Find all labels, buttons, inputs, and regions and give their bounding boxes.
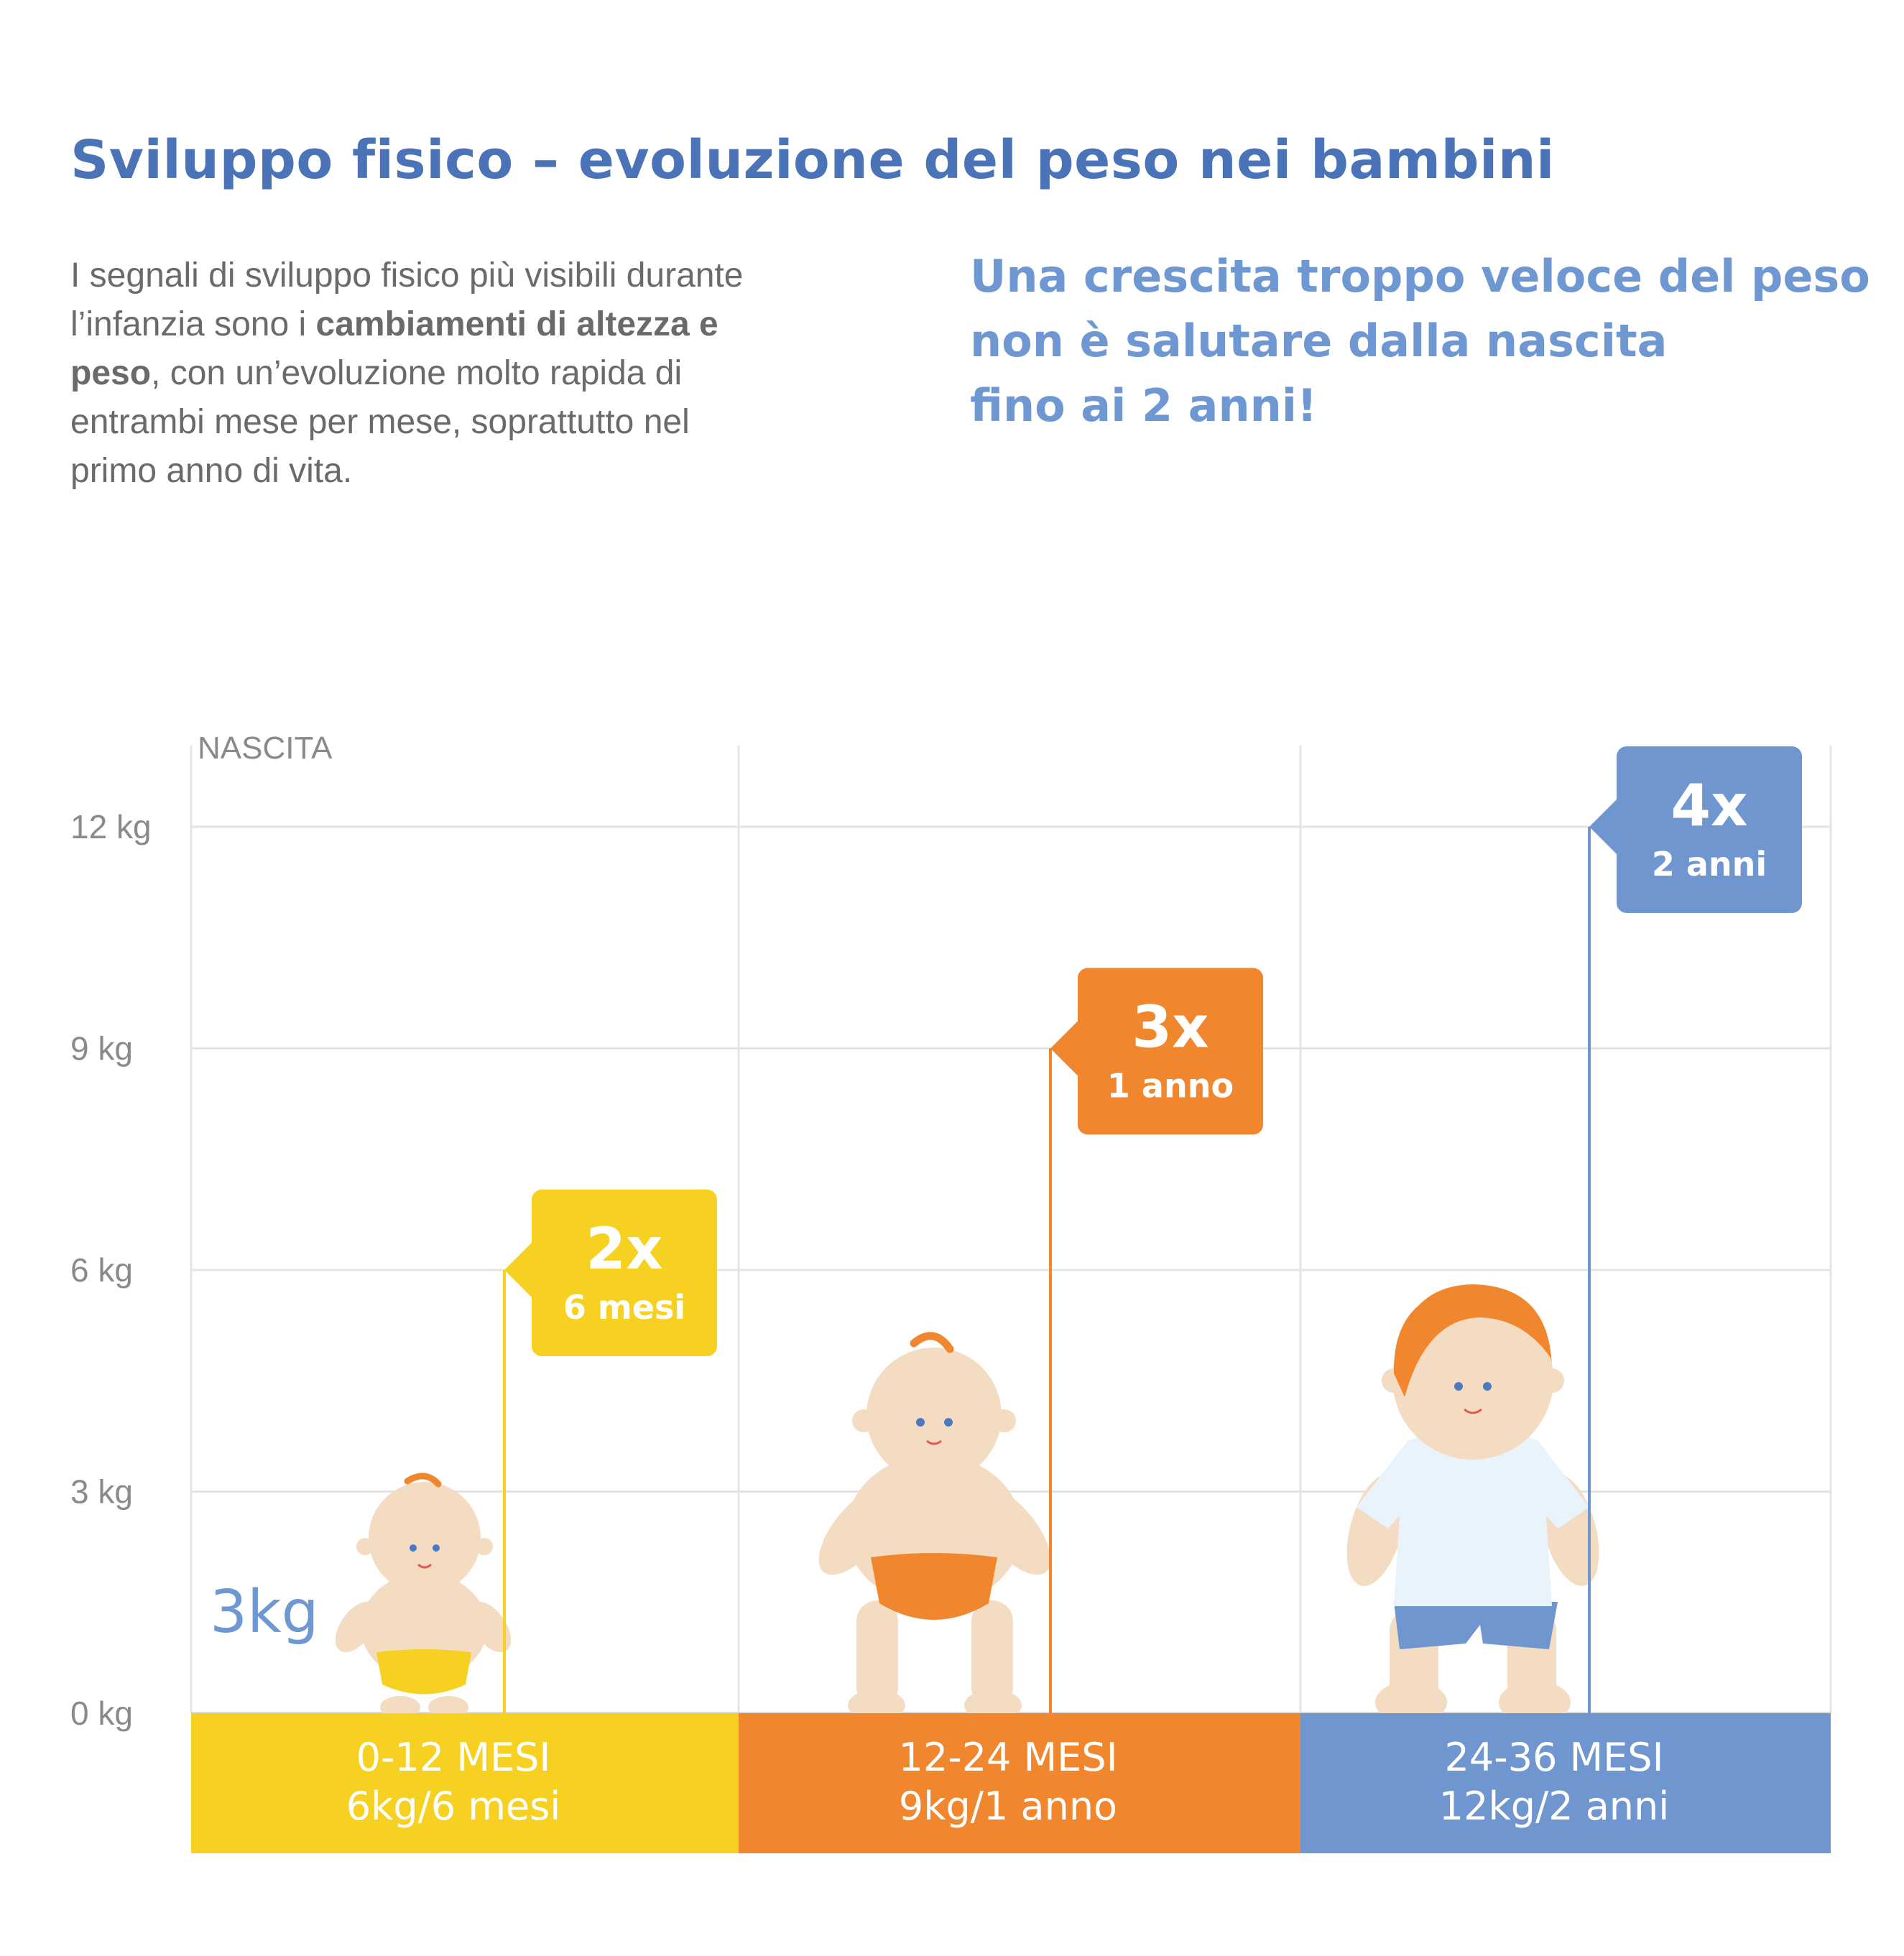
callout-multiplier: 2x [586,1215,662,1282]
category-label: 12-24 MESI [899,1735,1118,1780]
category-band [1300,1713,1831,1853]
start-weight-label: 3kg [210,1578,319,1646]
category-detail: 12kg/2 anni [1439,1784,1670,1829]
intro-bold: cambiamenti di altezza e peso [70,305,718,392]
category-band [191,1713,739,1853]
baby-illustration-toddler [818,1332,1051,1721]
category-label: 0-12 MESI [356,1735,551,1780]
y-tick-label: 0 kg [70,1695,133,1732]
callout-box [532,1190,717,1356]
intro-text-2: , con un’evoluzione molto rapida di entr… [70,354,690,490]
intro-paragraph: I segnali di sviluppo fisico più visibil… [70,251,760,496]
y-tick-label: 12 kg [70,808,152,845]
callout-pointer [1050,1018,1081,1079]
category-band [739,1713,1300,1853]
category-label: 24-36 MESI [1445,1735,1664,1780]
callout-box [1617,746,1802,913]
y-tick-label: 9 kg [70,1030,133,1067]
callout-pointer [1589,797,1619,857]
baby-illustration-infant [335,1473,512,1719]
highlight-line-3: fino ai 2 anni! [970,379,1318,432]
intro-text-1: I segnali di sviluppo fisico più visibil… [70,256,744,343]
figures-layer [335,1284,1599,1724]
callout-age: 6 mesi [563,1288,685,1327]
highlight-message: Una crescita troppo veloce del peso non … [970,244,1870,438]
callout-box [1078,968,1263,1135]
category-detail: 6kg/6 mesi [346,1784,561,1829]
highlight-line-2: non è salutare dalla nascita [970,315,1668,367]
child-illustration-standing [1346,1284,1599,1724]
y-tick-label: 6 kg [70,1251,133,1289]
callout-age: 2 anni [1652,845,1767,884]
highlight-line-1: Una crescita troppo veloce del peso [970,250,1870,302]
page-title: Sviluppo fisico – evoluzione del peso ne… [70,129,1555,191]
callout-pointer [504,1240,535,1300]
callout-multiplier: 3x [1132,994,1209,1061]
callout-multiplier: 4x [1670,772,1747,839]
category-detail: 9kg/1 anno [899,1784,1117,1829]
y-tick-label: 3 kg [70,1473,133,1511]
callout-age: 1 anno [1107,1067,1234,1106]
corner-label-nascita: NASCITA [198,731,333,766]
